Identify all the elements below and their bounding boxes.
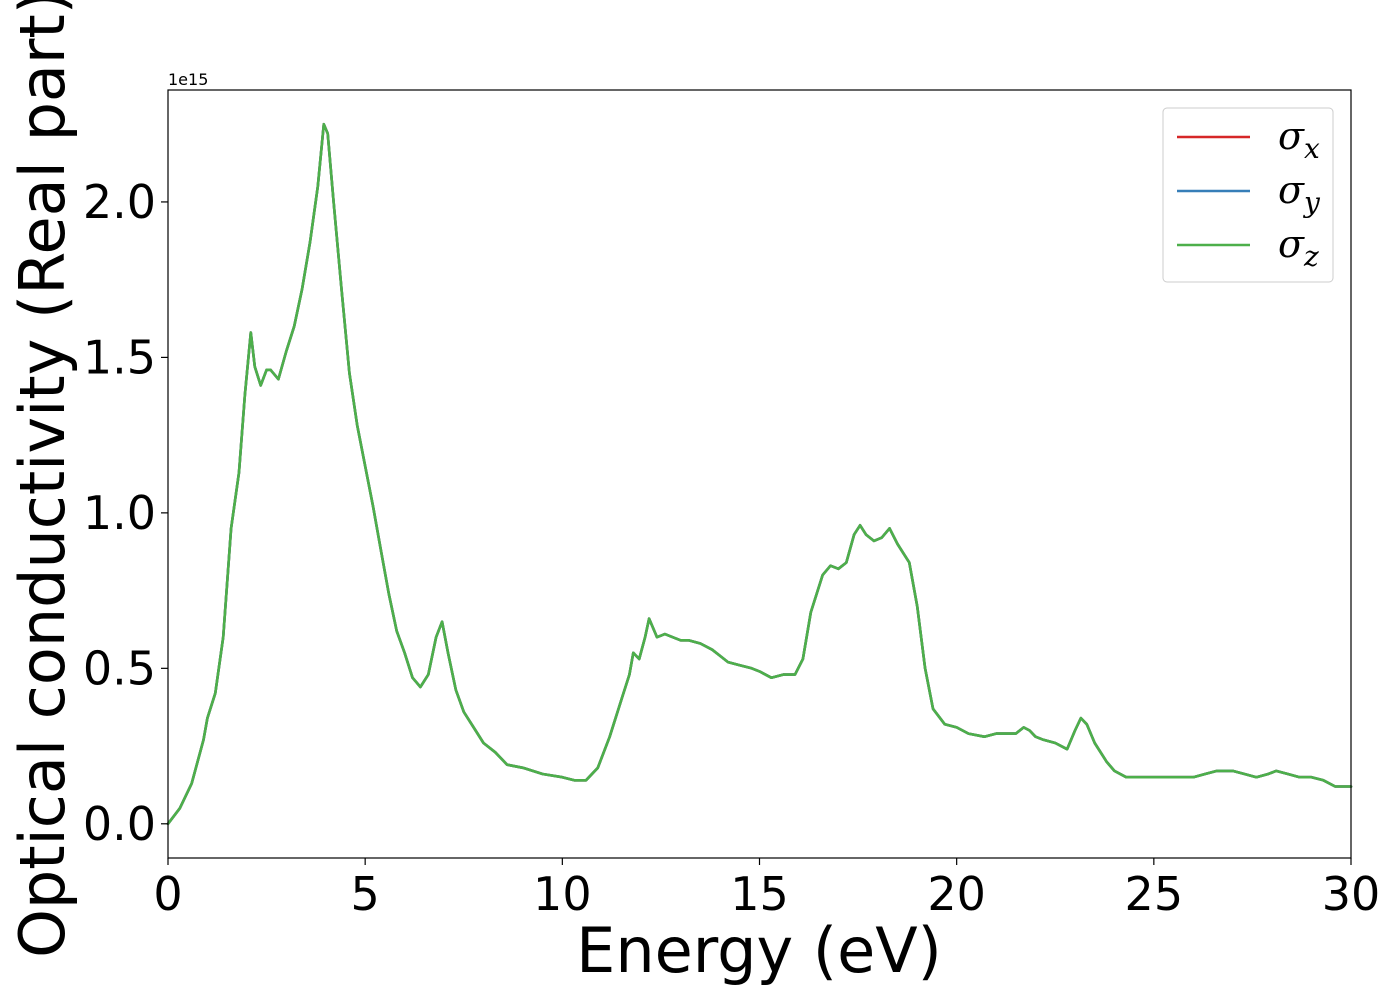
x-axis: 0 5 10 15 20 25 30 xyxy=(153,858,1380,921)
x-tick-label: 0 xyxy=(153,867,182,921)
x-tick-label: 20 xyxy=(927,867,986,921)
series-line-3 xyxy=(166,122,1353,826)
x-axis-label: Energy (eV) xyxy=(576,914,942,987)
x-tick-label: 25 xyxy=(1125,867,1184,921)
plot-background xyxy=(168,90,1351,858)
x-tick-label: 10 xyxy=(533,867,592,921)
series-layer xyxy=(166,122,1353,826)
y-offset-label: 1e15 xyxy=(168,70,208,89)
legend-frame xyxy=(1162,107,1334,283)
x-tick-label: 5 xyxy=(351,867,380,921)
y-tick-label: 1.0 xyxy=(83,486,156,540)
y-axis: 0.0 0.5 1.0 1.5 2.0 xyxy=(83,175,168,851)
x-tick-label: 30 xyxy=(1322,867,1381,921)
y-axis-label: Optical conductivity (Real part) xyxy=(6,0,79,958)
x-tick-label: 15 xyxy=(730,867,789,921)
y-tick-label: 0.5 xyxy=(83,641,156,695)
y-tick-label: 0.0 xyxy=(83,797,156,851)
y-tick-label: 1.5 xyxy=(83,330,156,384)
y-tick-label: 2.0 xyxy=(83,175,156,229)
